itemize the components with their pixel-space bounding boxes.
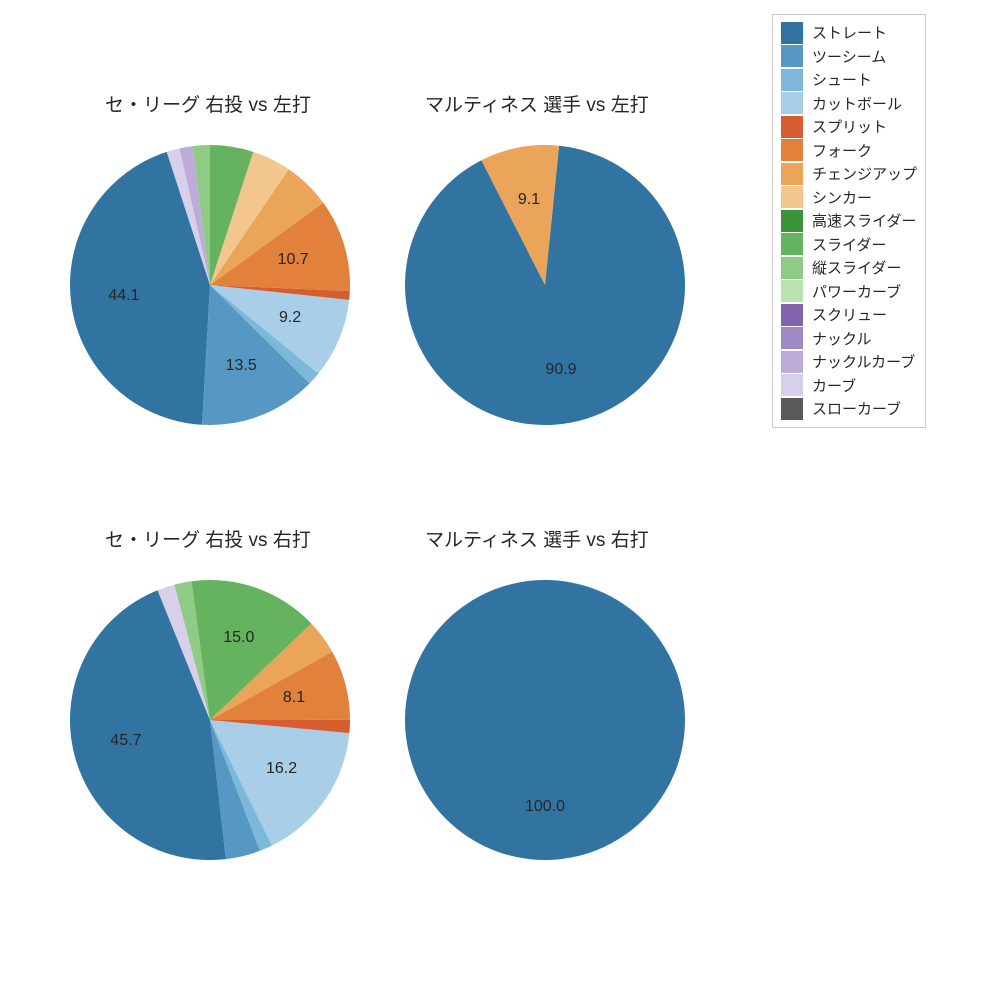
- legend-label: パワーカーブ: [812, 281, 901, 302]
- pie-slice-label: 90.9: [545, 361, 576, 379]
- chart-title-top-right: マルティネス 選手 vs 左打: [425, 90, 649, 117]
- legend: ストレートツーシームシュートカットボールスプリットフォークチェンジアップシンカー…: [772, 14, 926, 428]
- legend-label: ナックルカーブ: [812, 351, 915, 372]
- legend-item: 高速スライダー: [781, 209, 917, 233]
- legend-item: チェンジアップ: [781, 162, 917, 186]
- legend-swatch: [781, 398, 803, 420]
- pie-slice-label: 16.2: [266, 760, 297, 778]
- legend-item: ツーシーム: [781, 45, 917, 69]
- pie-slice-label: 13.5: [226, 357, 257, 375]
- legend-swatch: [781, 92, 803, 114]
- legend-label: カットボール: [812, 93, 902, 114]
- legend-label: チェンジアップ: [812, 163, 917, 184]
- pie-slice-label: 44.1: [108, 287, 139, 305]
- legend-item: スライダー: [781, 233, 917, 257]
- legend-swatch: [781, 257, 803, 279]
- pie-chart-top-left: 44.1 13.5 9.2 10.7: [70, 145, 350, 425]
- legend-item: ナックルカーブ: [781, 350, 917, 374]
- legend-swatch: [781, 233, 803, 255]
- legend-label: ナックル: [812, 328, 872, 349]
- legend-swatch: [781, 280, 803, 302]
- legend-label: ツーシーム: [812, 46, 886, 67]
- pie-slice: [405, 580, 685, 860]
- legend-label: 高速スライダー: [812, 210, 916, 231]
- legend-label: スライダー: [812, 234, 886, 255]
- legend-item: スクリュー: [781, 303, 917, 327]
- pie-slice-label: 100.0: [525, 798, 565, 816]
- legend-swatch: [781, 45, 803, 67]
- pie-chart-top-right: 90.9 9.1: [405, 145, 685, 425]
- legend-item: ストレート: [781, 21, 917, 45]
- chart-title-bottom-left: セ・リーグ 右投 vs 右打: [105, 525, 311, 552]
- pie-slice-label: 15.0: [223, 629, 254, 647]
- legend-item: カットボール: [781, 92, 917, 116]
- legend-swatch: [781, 139, 803, 161]
- legend-label: スプリット: [812, 116, 887, 137]
- legend-swatch: [781, 22, 803, 44]
- legend-label: ストレート: [812, 22, 887, 43]
- chart-title-top-left: セ・リーグ 右投 vs 左打: [105, 90, 311, 117]
- legend-label: 縦スライダー: [812, 257, 901, 278]
- legend-item: 縦スライダー: [781, 256, 917, 280]
- legend-swatch: [781, 186, 803, 208]
- pie-slice-label: 45.7: [110, 732, 141, 750]
- legend-label: フォーク: [812, 140, 872, 161]
- legend-label: カーブ: [812, 375, 856, 396]
- legend-item: スプリット: [781, 115, 917, 139]
- legend-label: シンカー: [812, 187, 872, 208]
- legend-item: フォーク: [781, 139, 917, 163]
- legend-swatch: [781, 163, 803, 185]
- legend-item: シンカー: [781, 186, 917, 210]
- legend-swatch: [781, 69, 803, 91]
- legend-swatch: [781, 327, 803, 349]
- pie-chart-bottom-right: 100.0: [405, 580, 685, 860]
- legend-item: カーブ: [781, 374, 917, 398]
- legend-label: シュート: [812, 69, 872, 90]
- legend-item: パワーカーブ: [781, 280, 917, 304]
- pie-slice-label: 10.7: [278, 251, 309, 269]
- pie-slice-label: 8.1: [283, 689, 305, 707]
- legend-swatch: [781, 374, 803, 396]
- legend-swatch: [781, 116, 803, 138]
- pie-slice-label: 9.2: [279, 309, 301, 327]
- legend-swatch: [781, 210, 803, 232]
- legend-item: スローカーブ: [781, 397, 917, 421]
- legend-label: スローカーブ: [812, 398, 901, 419]
- legend-swatch: [781, 351, 803, 373]
- chart-title-bottom-right: マルティネス 選手 vs 右打: [425, 525, 649, 552]
- legend-label: スクリュー: [812, 304, 887, 325]
- pie-slice-label: 9.1: [518, 191, 540, 209]
- legend-item: ナックル: [781, 327, 917, 351]
- legend-swatch: [781, 304, 803, 326]
- legend-item: シュート: [781, 68, 917, 92]
- pie-chart-bottom-left: 45.7 16.2 8.1 15.0: [70, 580, 350, 860]
- figure: セ・リーグ 右投 vs 左打 マルティネス 選手 vs 左打 セ・リーグ 右投 …: [0, 0, 1000, 1000]
